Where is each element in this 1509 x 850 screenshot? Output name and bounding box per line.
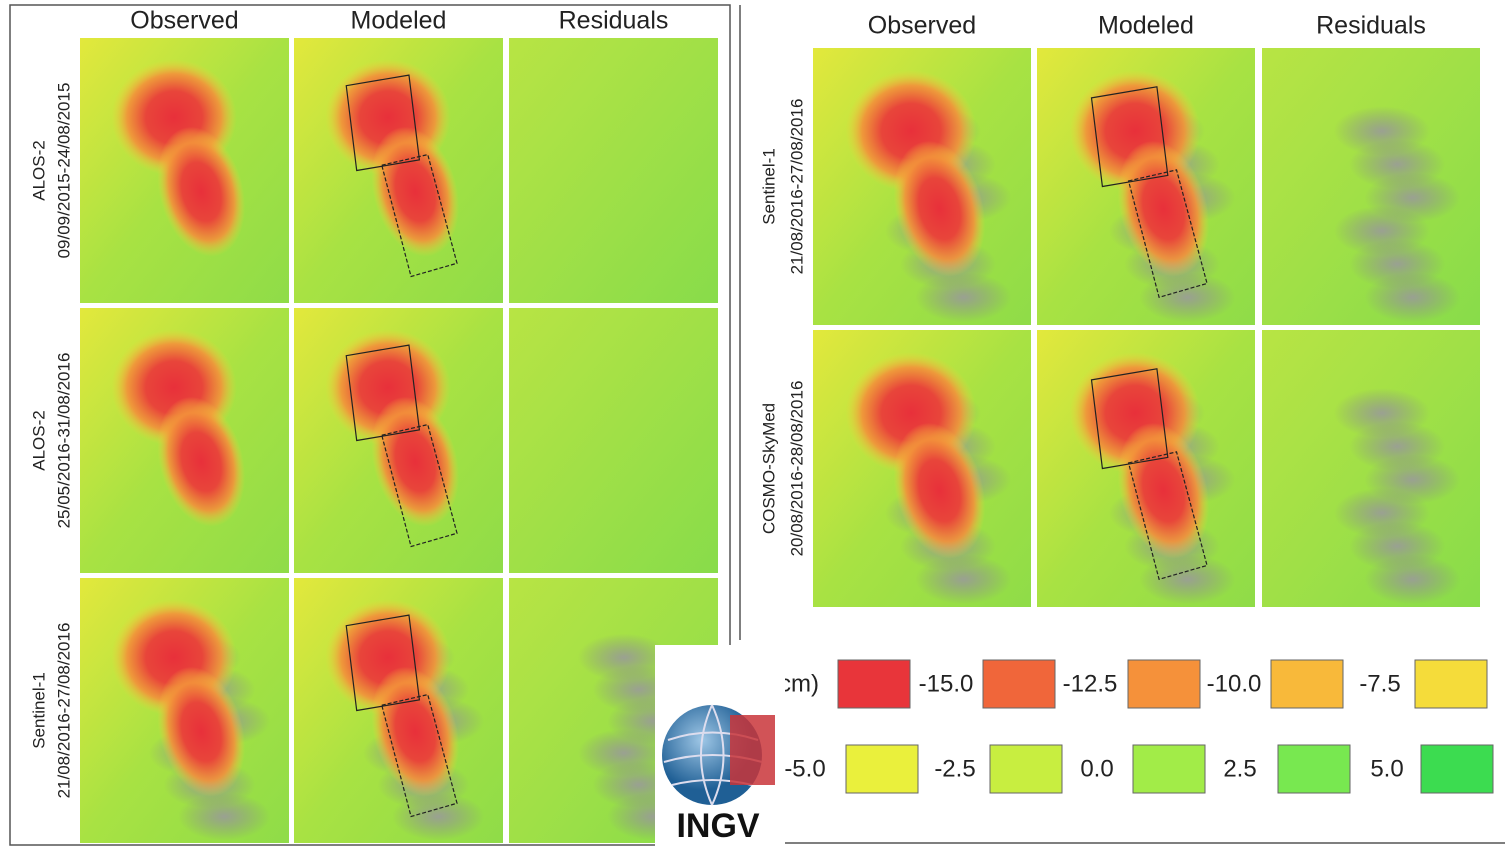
fault-model [1127, 451, 1208, 581]
deformation [371, 666, 460, 797]
map-panel [509, 38, 718, 303]
map-panel [813, 48, 1031, 325]
fault-model [345, 74, 421, 172]
fault-model [1127, 169, 1208, 299]
terrain [915, 272, 1012, 323]
legend-label: 2.5 [1223, 755, 1256, 782]
legend-swatch [837, 659, 911, 709]
logo-text: INGV [676, 807, 759, 845]
terrain [1139, 272, 1236, 323]
column-header: Observed [868, 12, 976, 40]
fault-model [1090, 86, 1169, 188]
legend-label: -12.5 [1063, 670, 1118, 697]
legend-swatch [989, 744, 1063, 794]
fault-model [381, 693, 458, 818]
deformation [893, 422, 986, 559]
legend-swatch [1277, 744, 1351, 794]
legend-swatch [845, 744, 919, 794]
map-panel [294, 308, 503, 573]
column-header: Modeled [351, 7, 447, 35]
left-frame [9, 4, 731, 846]
fault-model [381, 153, 458, 278]
map-bg [509, 38, 718, 303]
map-panel [1037, 48, 1255, 325]
date-label: 20/08/2016-28/08/2016 [787, 381, 806, 557]
map-panel [80, 578, 289, 843]
map-panel [1262, 330, 1480, 607]
legend-label: -5.0 [784, 755, 825, 782]
fault-model [345, 344, 421, 442]
date-label: 21/08/2016-27/08/2016 [54, 623, 73, 799]
column-header: Observed [130, 7, 238, 35]
deformation [157, 666, 246, 797]
legend-swatch [1132, 744, 1206, 794]
fault-model [381, 423, 458, 548]
legend-label: 5.0 [1370, 755, 1403, 782]
map-panel [509, 308, 718, 573]
legend-swatch [1270, 659, 1344, 709]
map-panel [80, 38, 289, 303]
map-panel [294, 578, 503, 843]
legend-swatch [1127, 659, 1201, 709]
map-bg [509, 308, 718, 573]
legend-label: -15.0 [919, 670, 974, 697]
terrain [392, 792, 485, 841]
terrain [178, 792, 271, 841]
deformation [157, 396, 246, 527]
legend-label: 0.0 [1080, 755, 1113, 782]
globe-grid [663, 704, 763, 806]
date-label: 09/09/2015-24/08/2015 [54, 83, 73, 259]
column-header: Modeled [1098, 12, 1194, 40]
legend-label: -7.5 [1359, 670, 1400, 697]
fault-model [1090, 368, 1169, 470]
column-header: Residuals [559, 7, 669, 35]
legend-swatch [1420, 744, 1494, 794]
satellite-label: COSMO-SkyMed [759, 403, 778, 534]
legend-label: -2.5 [934, 755, 975, 782]
deformation [1117, 422, 1210, 559]
deformation [1117, 140, 1210, 277]
logo-map [730, 715, 775, 785]
deformation [157, 126, 246, 257]
legend-swatch [1414, 659, 1488, 709]
terrain [1364, 554, 1461, 605]
date-label: 21/08/2016-27/08/2016 [787, 99, 806, 275]
satellite-label: Sentinel-1 [759, 148, 778, 225]
terrain [915, 554, 1012, 605]
satellite-label: ALOS-2 [29, 410, 48, 470]
terrain [1364, 272, 1461, 323]
column-header: Residuals [1316, 12, 1426, 40]
legend-label: -10.0 [1207, 670, 1262, 697]
map-panel [1037, 330, 1255, 607]
deformation [371, 126, 460, 257]
map-panel [813, 330, 1031, 607]
satellite-label: ALOS-2 [29, 140, 48, 200]
date-label: 25/05/2016-31/08/2016 [54, 353, 73, 529]
map-panel [1262, 48, 1480, 325]
deformation [893, 140, 986, 277]
terrain [1139, 554, 1236, 605]
deformation [371, 396, 460, 527]
map-panel [80, 308, 289, 573]
logo: INGV [655, 645, 785, 850]
satellite-label: Sentinel-1 [29, 672, 48, 749]
legend-swatch [982, 659, 1056, 709]
map-panel [294, 38, 503, 303]
fault-model [345, 614, 421, 712]
